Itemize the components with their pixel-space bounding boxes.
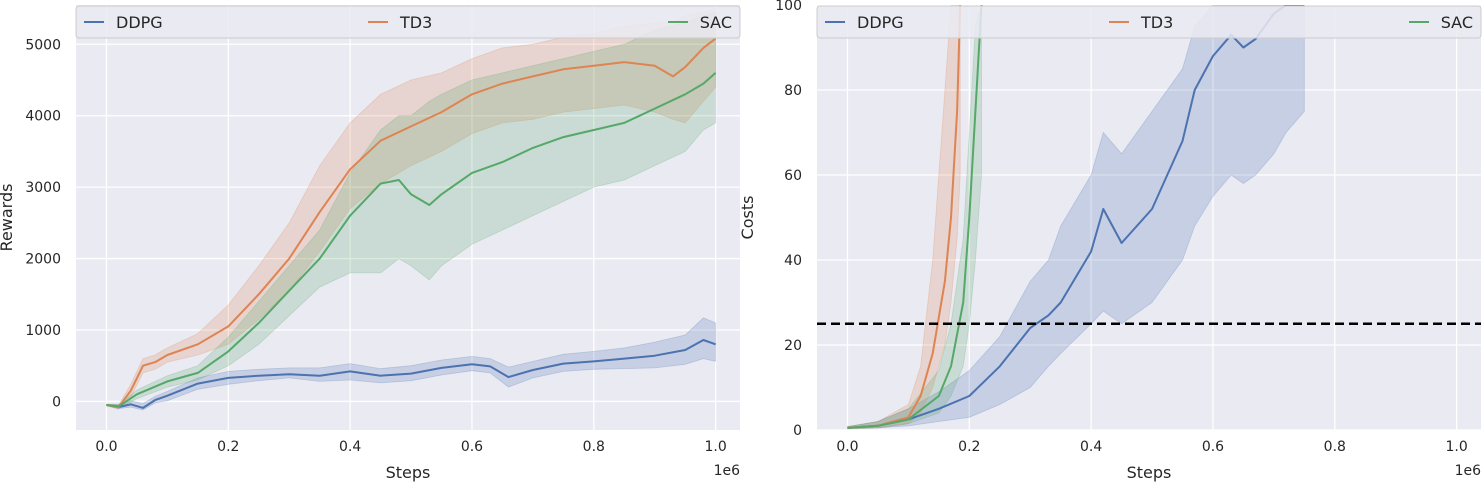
legend-label: SAC	[1441, 13, 1473, 32]
x-tick-label: 0.8	[583, 439, 605, 455]
legend-item-ddpg: DDPG	[84, 13, 163, 32]
legend-label: TD3	[1140, 13, 1173, 32]
legend-item-ddpg: DDPG	[825, 13, 904, 32]
sac-line	[847, 5, 983, 429]
x-tick-label: 0.2	[217, 439, 239, 455]
x-tick-label: 0.0	[836, 439, 858, 455]
y-tick-label: 4000	[25, 109, 61, 125]
y-tick-label: 3000	[25, 180, 61, 196]
td3-line	[106, 37, 717, 409]
legend-item-sac: SAC	[1409, 13, 1473, 32]
x-tick-label: 0.6	[1202, 439, 1224, 455]
legend-item-td3: TD3	[368, 13, 432, 32]
legend: DDPG TD3 SAC	[75, 5, 741, 39]
td3-band	[106, 8, 716, 410]
x-offset-label: 1e6	[714, 463, 741, 479]
y-tick-label: 20	[784, 338, 802, 354]
x-axis-label: Steps	[1127, 463, 1172, 482]
x-offset-label: 1e6	[1455, 463, 1482, 479]
y-tick-label: 40	[784, 253, 802, 269]
legend-item-td3: TD3	[1109, 13, 1173, 32]
x-tick-label: 0.4	[1080, 439, 1102, 455]
legend-label: DDPG	[857, 13, 904, 32]
y-tick-label: 5000	[25, 37, 61, 53]
y-tick-label: 0	[793, 423, 802, 439]
y-tick-label: 60	[784, 168, 802, 184]
x-tick-label: 0.0	[95, 439, 117, 455]
y-tick-label: 2000	[25, 252, 61, 268]
x-tick-label: 0.6	[461, 439, 483, 455]
y-tick-label: 1000	[25, 323, 61, 339]
x-tick-label: 0.4	[339, 439, 361, 455]
costs-panel: 0.0 0.2 0.4 0.6 0.8 1.0 0 20 40 60 80 100 Steps Costs…	[738, 0, 1482, 482]
grid	[817, 4, 1481, 431]
y-tick-label: 0	[52, 394, 61, 410]
legend-label: DDPG	[116, 13, 163, 32]
legend-box	[816, 5, 1482, 39]
y-axis-label: Rewards	[0, 184, 16, 252]
legend-box	[75, 5, 741, 39]
x-tick-label: 0.8	[1324, 439, 1346, 455]
ddpg-line	[847, 5, 1305, 429]
y-tick-label: 80	[784, 83, 802, 99]
legend-label: SAC	[700, 13, 732, 32]
sac-line	[106, 72, 717, 408]
plot-background	[817, 5, 1481, 430]
legend-item-sac: SAC	[668, 13, 732, 32]
ddpg-line	[106, 339, 716, 409]
x-tick-label: 0.2	[958, 439, 980, 455]
y-axis-label: Costs	[738, 196, 757, 240]
sac-band	[106, 11, 716, 409]
series-group	[106, 8, 717, 411]
y-tick-label: 100	[775, 0, 802, 14]
ddpg-band	[106, 317, 716, 411]
rewards-panel: 0.0 0.2 0.4 0.6 0.8 1.0 0 1000 2000 3000 4000 5000 S…	[0, 5, 741, 482]
plot-background	[76, 5, 740, 430]
legend: DDPG TD3 SAC	[816, 5, 1482, 39]
x-tick-label: 1.0	[1446, 439, 1468, 455]
grid	[76, 5, 740, 430]
x-axis-label: Steps	[386, 463, 431, 482]
legend-label: TD3	[399, 13, 432, 32]
x-tick-label: 1.0	[705, 439, 727, 455]
sac-band	[847, 5, 982, 430]
